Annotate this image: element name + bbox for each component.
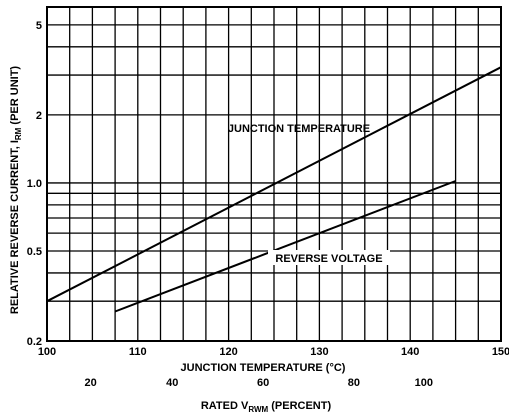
x2-tick-label: 100 bbox=[415, 377, 433, 389]
y-tick-label: 0.5 bbox=[27, 246, 42, 258]
x2-tick-label: 40 bbox=[166, 377, 178, 389]
x-tick-label: 130 bbox=[310, 346, 328, 358]
y-axis-label: RELATIVE REVERSE CURRENT, IRM (PER UNIT) bbox=[9, 66, 23, 315]
grid bbox=[46, 7, 502, 342]
x2-axis-label: RATED VRWM (PERCENT) bbox=[201, 400, 332, 414]
series-line bbox=[114, 180, 456, 313]
y-tick-labels: 0.2 0.5 1.0 2 5 bbox=[27, 20, 42, 348]
x-axis-label: JUNCTION TEMPERATURE (°C) bbox=[181, 362, 346, 374]
series-labels: JUNCTION TEMPERATURE REVERSE VOLTAGE bbox=[228, 123, 390, 265]
series-label-reverse-voltage: REVERSE VOLTAGE bbox=[275, 253, 382, 265]
x-tick-label: 150 bbox=[492, 346, 509, 358]
x-tick-label: 100 bbox=[38, 346, 56, 358]
x-tick-label: 120 bbox=[219, 346, 237, 358]
y-tick-label: 2 bbox=[36, 110, 42, 122]
x2-tick-labels: 20 40 60 80 100 bbox=[84, 377, 433, 389]
plot-frame bbox=[46, 6, 502, 342]
x2-axis-label-suffix: (PERCENT) bbox=[268, 400, 331, 412]
series-lines bbox=[46, 66, 502, 313]
y-axis-label-sub: RM bbox=[14, 127, 23, 140]
x2-tick-label: 80 bbox=[348, 377, 360, 389]
x2-tick-label: 20 bbox=[84, 377, 96, 389]
x2-axis-label-prefix: RATED V bbox=[201, 400, 249, 412]
y-tick-label: 1.0 bbox=[27, 178, 42, 190]
x2-axis-label-sub: RWM bbox=[248, 405, 268, 414]
y-tick-label: 5 bbox=[36, 20, 42, 32]
y-axis-label-suffix: (PER UNIT) bbox=[9, 66, 21, 128]
x2-tick-label: 60 bbox=[257, 377, 269, 389]
x-tick-label: 110 bbox=[129, 346, 147, 358]
y-axis-label-prefix: RELATIVE REVERSE CURRENT, I bbox=[9, 140, 21, 314]
series-label-background bbox=[268, 250, 390, 265]
series-line bbox=[46, 66, 502, 303]
y-tick-label: 0.2 bbox=[27, 336, 42, 348]
series-label-junction-temperature: JUNCTION TEMPERATURE bbox=[228, 123, 370, 135]
x-tick-label: 140 bbox=[401, 346, 419, 358]
x-tick-labels: 100 110 120 130 140 150 bbox=[38, 346, 509, 358]
